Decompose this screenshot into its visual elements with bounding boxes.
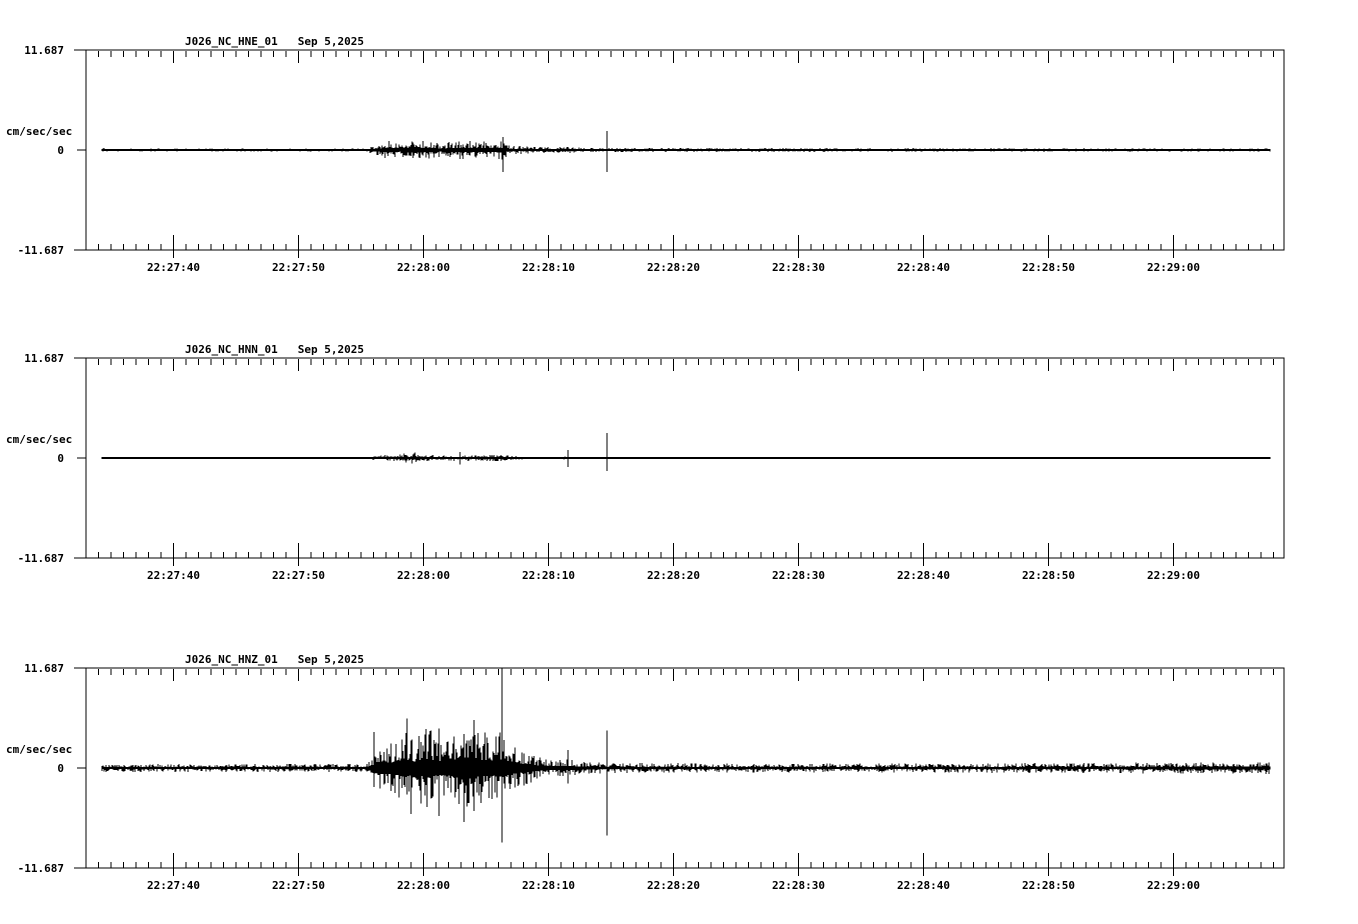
- x-axis-tick-label: 22:28:00: [397, 569, 450, 582]
- panel-title-row: J026_NC_HNE_01 Sep 5,2025: [185, 35, 364, 48]
- waveform-plot: [74, 667, 1285, 876]
- y-axis-zero-label: 0: [57, 452, 64, 465]
- seismogram-trace: [101, 433, 1271, 471]
- y-axis-max-label: 11.687: [24, 352, 64, 365]
- x-axis-tick-label: 22:28:10: [522, 569, 575, 582]
- x-axis-tick-label: 22:27:50: [272, 261, 325, 274]
- x-axis-tick-label: 22:28:10: [522, 261, 575, 274]
- x-axis-tick-label: 22:27:40: [147, 879, 200, 892]
- panel-date: Sep 5,2025: [297, 35, 364, 48]
- x-axis-tick-label: 22:28:40: [897, 261, 950, 274]
- seismogram-panel: J026_NC_HNE_01 Sep 5,2025 11.687 cm/sec/s…: [0, 0, 1358, 308]
- y-axis-max-label: 11.687: [24, 662, 64, 675]
- panel-title-row: J026_NC_HNZ_01 Sep 5,2025: [185, 653, 364, 666]
- x-axis-tick-label: 22:28:10: [522, 879, 575, 892]
- x-axis-tick-label: 22:28:20: [647, 261, 700, 274]
- panel-title-row: J026_NC_HNN_01 Sep 5,2025: [185, 343, 364, 356]
- x-axis-tick-label: 22:28:30: [772, 261, 825, 274]
- x-axis-tick-label: 22:28:20: [647, 879, 700, 892]
- seismogram-panel: J026_NC_HNN_01 Sep 5,2025 11.687 cm/sec/s…: [0, 308, 1358, 616]
- y-axis-max-label: 11.687: [24, 44, 64, 57]
- x-axis-tick-label: 22:28:50: [1022, 879, 1075, 892]
- waveform-plot: [74, 49, 1285, 258]
- y-axis-units-label: cm/sec/sec: [6, 433, 73, 446]
- x-axis-tick-label: 22:29:00: [1147, 879, 1200, 892]
- y-axis-units-label: cm/sec/sec: [6, 743, 73, 756]
- x-axis-tick-label: 22:28:50: [1022, 261, 1075, 274]
- waveform-plot: [74, 357, 1285, 566]
- x-axis-tick-label: 22:29:00: [1147, 261, 1200, 274]
- y-axis-units-label: cm/sec/sec: [6, 125, 73, 138]
- x-axis-tick-label: 22:28:30: [772, 879, 825, 892]
- y-axis-min-label: -11.687: [17, 244, 64, 257]
- x-axis-tick-label: 22:29:00: [1147, 569, 1200, 582]
- x-axis-tick-label: 22:28:20: [647, 569, 700, 582]
- x-axis-tick-label: 22:28:40: [897, 569, 950, 582]
- y-axis-zero-label: 0: [57, 144, 64, 157]
- panel-title: J026_NC_HNN_01: [185, 343, 278, 356]
- y-axis-min-label: -11.687: [17, 862, 64, 875]
- panel-title: J026_NC_HNZ_01: [185, 653, 278, 666]
- seismogram-trace: [101, 131, 1271, 173]
- x-axis-tick-label: 22:28:00: [397, 261, 450, 274]
- panel-title: J026_NC_HNE_01: [185, 35, 278, 48]
- seismogram-panel: J026_NC_HNZ_01 Sep 5,2025 11.687 cm/sec/s…: [0, 618, 1358, 924]
- y-axis-min-label: -11.687: [17, 552, 64, 565]
- x-axis-tick-label: 22:28:00: [397, 879, 450, 892]
- x-axis-tick-label: 22:27:40: [147, 261, 200, 274]
- panel-date: Sep 5,2025: [297, 343, 364, 356]
- y-axis-zero-label: 0: [57, 762, 64, 775]
- panel-date: Sep 5,2025: [297, 653, 364, 666]
- x-axis-tick-label: 22:27:40: [147, 569, 200, 582]
- x-axis-tick-label: 22:28:30: [772, 569, 825, 582]
- seismogram-trace: [101, 668, 1271, 843]
- x-axis-tick-label: 22:27:50: [272, 569, 325, 582]
- x-axis-tick-label: 22:28:40: [897, 879, 950, 892]
- x-axis-tick-label: 22:28:50: [1022, 569, 1075, 582]
- x-axis-tick-label: 22:27:50: [272, 879, 325, 892]
